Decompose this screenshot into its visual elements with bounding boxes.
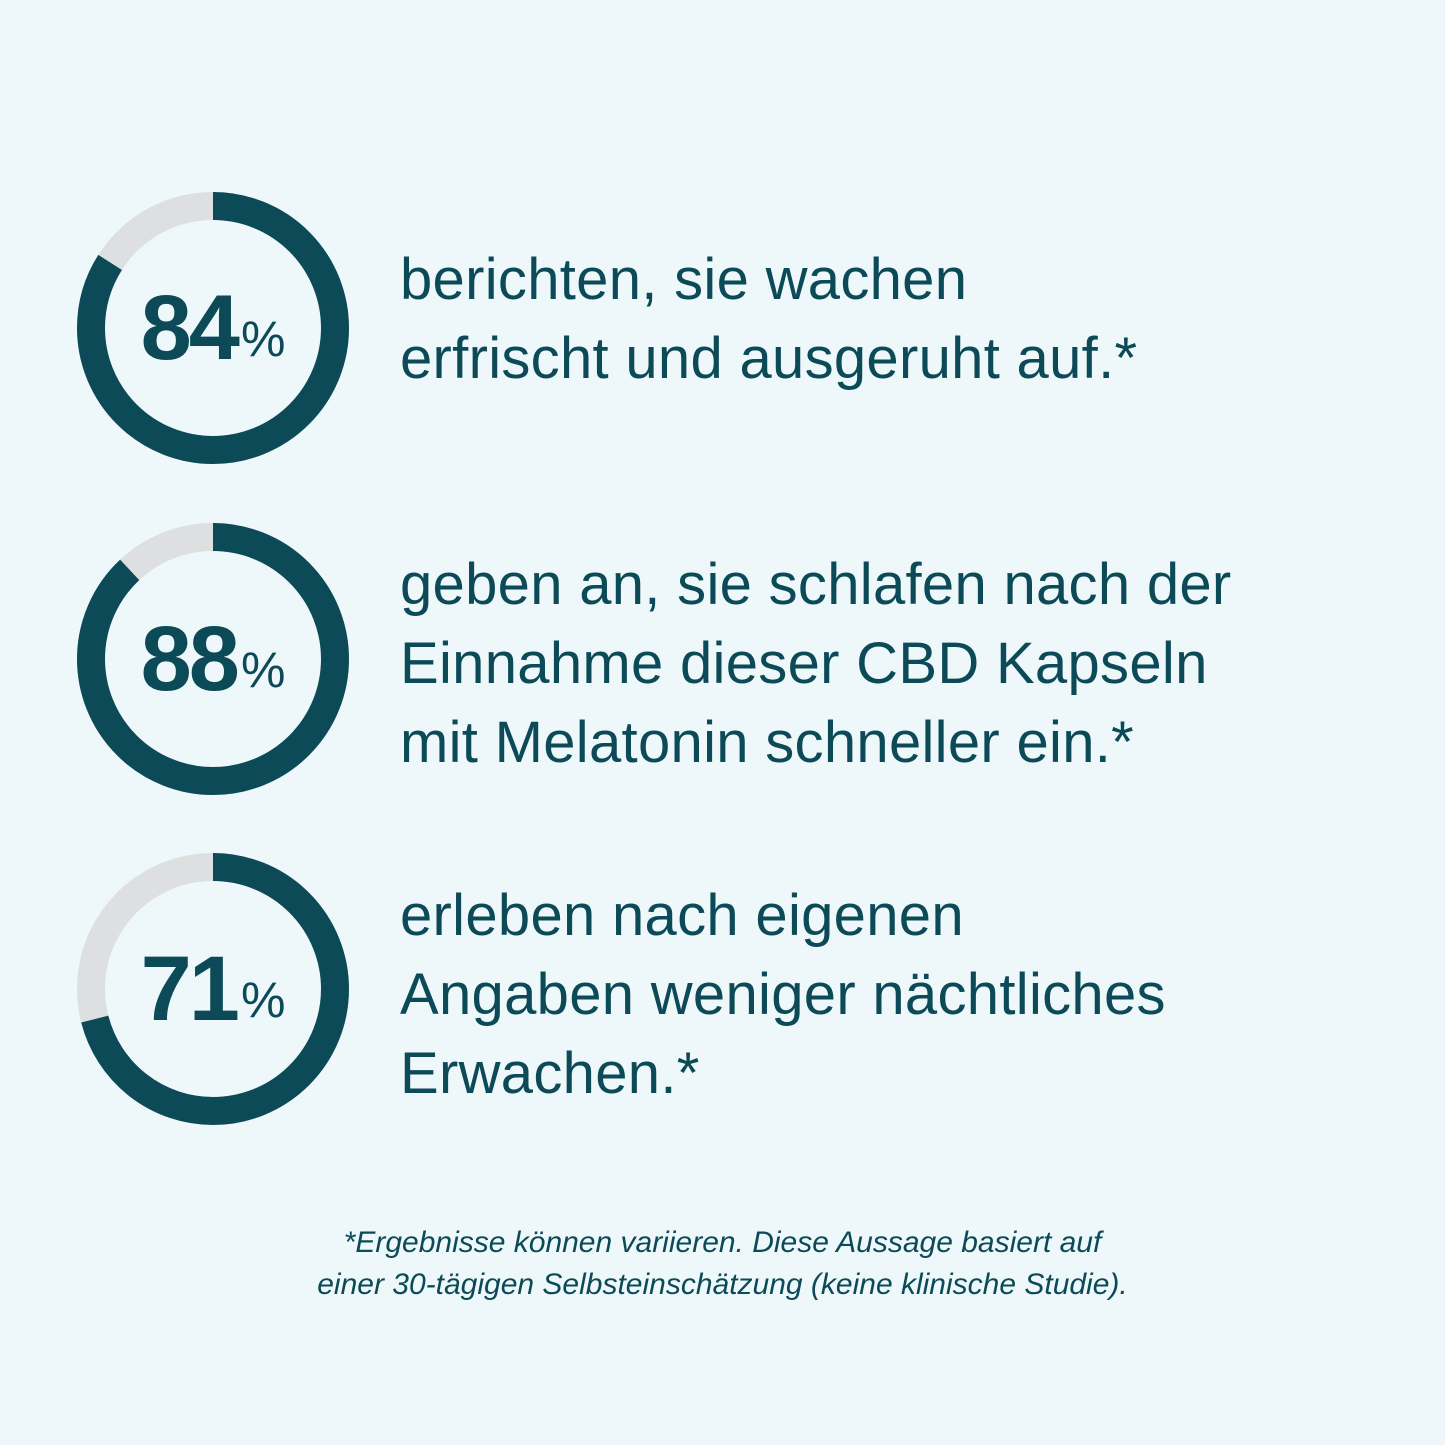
donut-chart-icon [77,192,349,464]
description-line: geben an, sie schlafen nach der [400,552,1232,617]
description-line: Erwachen.* [400,1041,700,1106]
description-line: berichten, sie wachen [400,247,968,312]
donut-chart-icon [77,853,349,1125]
percent-sign: % [240,642,286,698]
description-line: erfrischt und ausgeruht auf.* [400,326,1138,391]
stat-value: 71 [140,938,240,1040]
percent-sign: % [240,972,286,1028]
stat-description: geben an, sie schlafen nach der Einnahme… [400,545,1232,782]
donut-chart-icon [77,523,349,795]
percent-sign: % [240,311,286,367]
stat-description: berichten, sie wachen erfrischt und ausg… [400,240,1137,398]
progress-ring-84: 84% [77,192,349,464]
description-line: Angaben weniger nächtliches [400,962,1166,1027]
description-line: Einnahme dieser CBD Kapseln [400,631,1208,696]
stat-value: 84 [140,277,240,379]
stat-description: erleben nach eigenen Angaben weniger näc… [400,876,1166,1113]
disclaimer-footnote: *Ergebnisse können variieren. Diese Auss… [0,1222,1445,1306]
footnote-line: *Ergebnisse können variieren. Diese Auss… [343,1226,1102,1259]
stat-value: 88 [140,608,240,710]
description-line: mit Melatonin schneller ein.* [400,710,1135,775]
progress-ring-88: 88% [77,523,349,795]
footnote-line: einer 30-tägigen Selbsteinschätzung (kei… [317,1268,1128,1301]
progress-ring-71: 71% [77,853,349,1125]
description-line: erleben nach eigenen [400,883,964,948]
